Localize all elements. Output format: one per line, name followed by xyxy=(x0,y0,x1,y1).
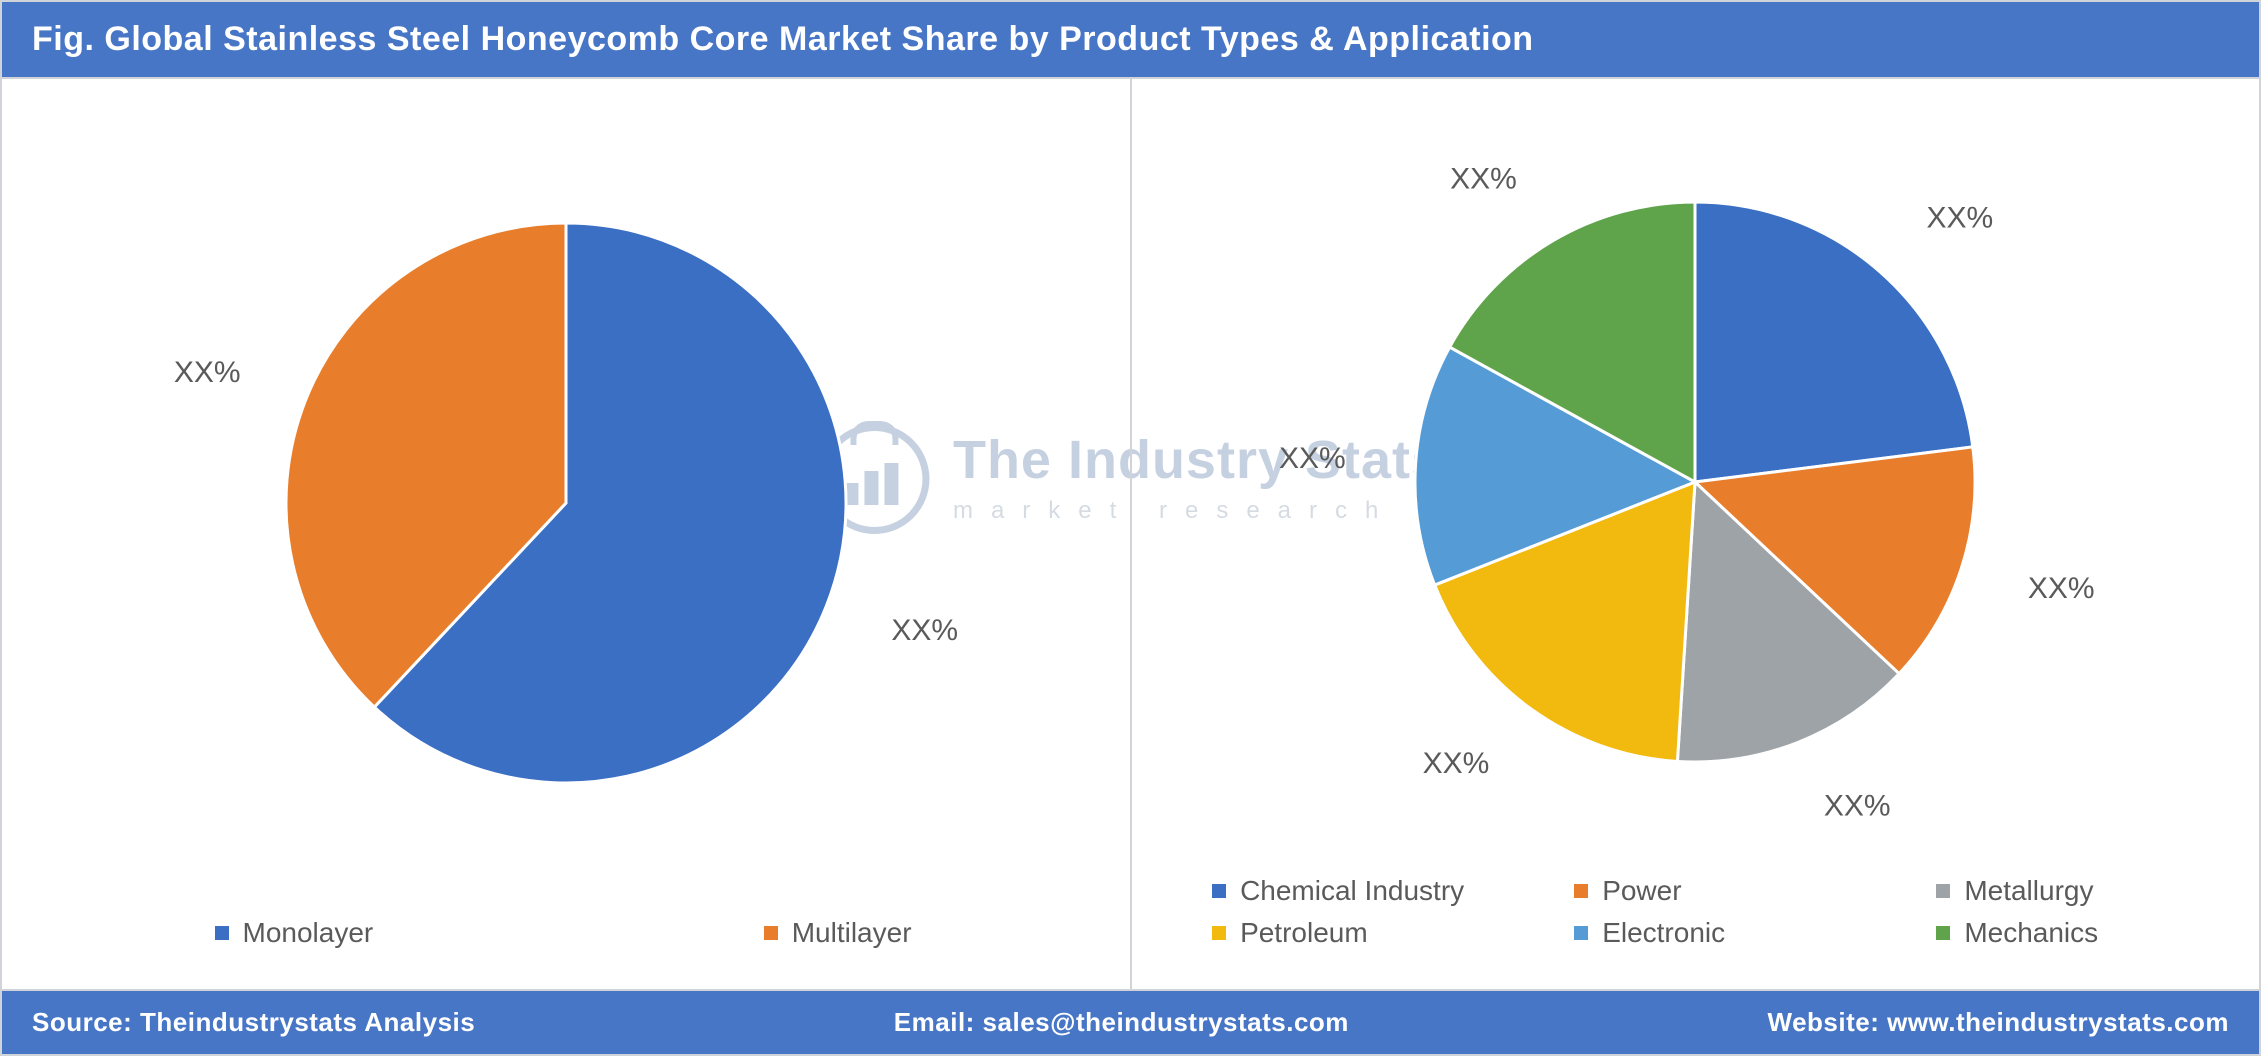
pie-right-wrap: XX% XX% XX% XX% XX% XX% xyxy=(1152,109,2240,855)
legend-label: Monolayer xyxy=(243,917,374,949)
legend-swatch xyxy=(1574,926,1588,940)
slice-label: XX% xyxy=(1279,442,1346,475)
legend-label: Metallurgy xyxy=(1964,875,2093,907)
legend-label: Petroleum xyxy=(1240,917,1368,949)
legend-label: Chemical Industry xyxy=(1240,875,1464,907)
footer-email: Email: sales@theindustrystats.com xyxy=(894,1007,1349,1038)
slice-label: XX% xyxy=(1423,747,1490,780)
legend-label: Multilayer xyxy=(792,917,912,949)
legend-swatch xyxy=(764,926,778,940)
legend-label: Mechanics xyxy=(1964,917,2098,949)
panel-applications: XX% XX% XX% XX% XX% XX% Chemical Industry Powe… xyxy=(1130,79,2260,989)
legend-swatch xyxy=(1212,926,1226,940)
legend-label: Electronic xyxy=(1602,917,1725,949)
chart-area: The Industry Stats market research XX%XX… xyxy=(2,77,2259,991)
legend-item-metallurgy: Metallurgy xyxy=(1876,875,2238,907)
legend-item-petroleum: Petroleum xyxy=(1152,917,1514,949)
legend-swatch xyxy=(1936,926,1950,940)
panel-product-types: XX% XX% Monolayer Multilayer xyxy=(2,79,1130,989)
pie-left-svg: XX% XX% xyxy=(66,153,1066,853)
legend-label: Power xyxy=(1602,875,1681,907)
slice-label: XX% xyxy=(2028,572,2095,605)
legend-item-electronic: Electronic xyxy=(1514,917,1876,949)
figure-root: Fig. Global Stainless Steel Honeycomb Co… xyxy=(0,0,2261,1056)
legend-product-types: Monolayer Multilayer xyxy=(22,897,1110,979)
footer-source: Source: Theindustrystats Analysis xyxy=(32,1007,475,1038)
slice-label: XX% xyxy=(1450,163,1517,196)
legend-swatch xyxy=(1212,884,1226,898)
legend-item-chemical-industry: Chemical Industry xyxy=(1152,875,1514,907)
pie-slice-chemical-industry xyxy=(1695,202,1973,482)
legend-swatch xyxy=(1936,884,1950,898)
slice-label: XX% xyxy=(1824,789,1891,822)
pie-right-svg: XX% XX% XX% XX% XX% XX% xyxy=(1195,132,2195,832)
figure-title: Fig. Global Stainless Steel Honeycomb Co… xyxy=(2,2,2259,77)
slice-label: XX% xyxy=(174,356,241,389)
slice-label: XX% xyxy=(891,614,958,647)
legend-item-monolayer: Monolayer xyxy=(22,917,566,949)
legend-swatch xyxy=(215,926,229,940)
legend-item-multilayer: Multilayer xyxy=(566,917,1110,949)
pie-left-wrap: XX% XX% xyxy=(22,109,1110,897)
footer-bar: Source: Theindustrystats Analysis Email:… xyxy=(2,991,2259,1054)
slice-label: XX% xyxy=(1927,201,1994,234)
footer-website: Website: www.theindustrystats.com xyxy=(1768,1007,2229,1038)
legend-item-power: Power xyxy=(1514,875,1876,907)
legend-applications: Chemical Industry Power Metallurgy Petroleu… xyxy=(1152,855,2240,979)
legend-swatch xyxy=(1574,884,1588,898)
legend-item-mechanics: Mechanics xyxy=(1876,917,2238,949)
